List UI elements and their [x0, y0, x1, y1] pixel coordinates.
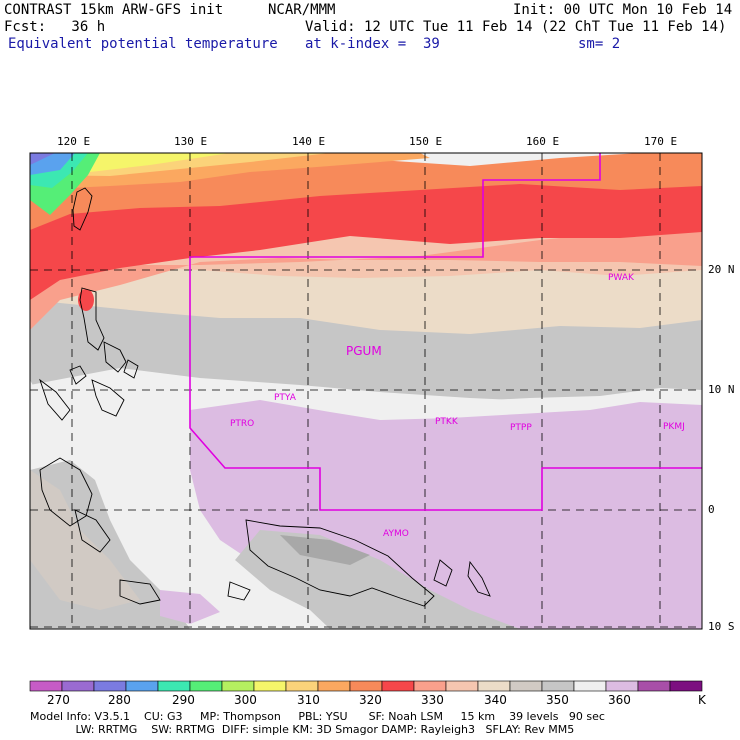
colorbar-label: 300 — [234, 693, 257, 707]
station-label: PWAK — [608, 273, 634, 283]
colorbar-swatch — [445, 680, 479, 692]
field-name: Equivalent potential temperature — [8, 36, 278, 52]
lat-label-10s: 10 S — [708, 620, 735, 633]
colorbar-swatch — [541, 680, 575, 692]
colorbar-label: 320 — [359, 693, 382, 707]
colorbar-swatch — [157, 680, 191, 692]
colorbar-swatch — [637, 680, 671, 692]
lon-label-160e: 160 E — [526, 135, 560, 148]
field-smoothing: sm= 2 — [578, 36, 621, 52]
domain-boundary — [189, 153, 702, 511]
lat-label-10n: 10 N — [708, 383, 735, 396]
colorbar-swatch — [125, 680, 159, 692]
colorbar-label: 350 — [546, 693, 569, 707]
colorbar-swatch — [381, 680, 415, 692]
colorbar-swatch — [605, 680, 639, 692]
colorbar-swatch — [317, 680, 351, 692]
colorbar-swatch — [253, 680, 287, 692]
header-valid: Valid: 12 UTC Tue 11 Feb 14 (22 ChT Tue … — [305, 19, 727, 35]
lon-label-140e: 140 E — [292, 135, 326, 148]
lat-label-20n: 20 N — [708, 263, 735, 276]
lon-label-170e: 170 E — [644, 135, 678, 148]
station-label: PTPP — [510, 423, 532, 433]
colorbar-swatch — [477, 680, 511, 692]
field-level: at k-index = 39 — [305, 36, 440, 52]
model-info-line1: Model Info: V3.5.1 CU: G3 MP: Thompson P… — [30, 710, 605, 723]
colorbar-label: 270 — [47, 693, 70, 707]
colorbar-swatch — [285, 680, 319, 692]
lon-label-130e: 130 E — [174, 135, 208, 148]
colorbar-swatch — [189, 680, 223, 692]
colorbar-label: 280 — [108, 693, 131, 707]
lon-label-120e: 120 E — [57, 135, 91, 148]
station-label: PGUM — [346, 344, 382, 358]
lat-label-0: 0 — [708, 503, 715, 516]
colorbar-unit: K — [698, 693, 706, 707]
colorbar-swatch — [61, 680, 95, 692]
colorbar-swatch — [509, 680, 543, 692]
colorbar-swatch — [29, 680, 63, 692]
theta-e-field — [30, 153, 702, 629]
header-init: Init: 00 UTC Mon 10 Feb 14 — [513, 2, 733, 18]
station-label: PTRO — [230, 419, 255, 429]
station-label: PTYA — [274, 393, 296, 403]
colorbar — [29, 680, 703, 692]
colorbar-label: 290 — [172, 693, 195, 707]
lon-label-150e: 150 E — [409, 135, 443, 148]
station-label: PTKK — [435, 417, 458, 427]
colorbar-swatch — [669, 680, 703, 692]
colorbar-label: 340 — [484, 693, 507, 707]
station-label: AYMO — [383, 529, 409, 539]
colorbar-label: 310 — [297, 693, 320, 707]
header-org: NCAR/MMM — [268, 2, 336, 18]
colorbar-label: 330 — [421, 693, 444, 707]
model-info-line2: LW: RRTMG SW: RRTMG DIFF: simple KM: 3D … — [30, 723, 575, 736]
colorbar-swatch — [349, 680, 383, 692]
colorbar-swatch — [573, 680, 607, 692]
colorbar-swatch — [413, 680, 447, 692]
header-title: CONTRAST 15km ARW-GFS init — [4, 2, 224, 18]
header-forecast-hour: Fcst: 36 h — [4, 19, 106, 35]
colorbar-label: 360 — [608, 693, 631, 707]
station-label: PKMJ — [663, 422, 685, 432]
colorbar-swatch — [93, 680, 127, 692]
colorbar-swatch — [221, 680, 255, 692]
